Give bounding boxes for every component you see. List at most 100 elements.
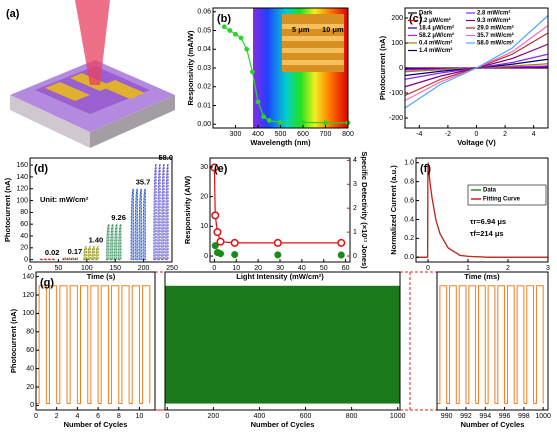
panel-label: (a) [6,8,20,20]
legend-label: 9.3 mW/cm² [477,17,510,24]
data-point [266,118,272,123]
x-tick-label: 0 [28,265,32,272]
data-point [337,238,346,247]
x-tick-label: 800 [346,413,358,420]
pulse [66,257,70,261]
x-tick-label: 0 [212,265,216,272]
pulse [56,285,68,405]
pulse [98,285,109,405]
pulse [494,285,506,405]
plot-frame [209,157,351,263]
x-tick-label: 50 [320,265,328,272]
x-tick-label: 2 [503,131,507,138]
y-tick-label: 60 [26,347,34,354]
panel-label: (e) [214,163,228,175]
data-point [221,24,227,30]
plot-frame [436,271,549,411]
pulse [51,258,55,261]
x-tick-label: 600 [300,413,312,420]
y2-tick-label: 3 [353,181,357,188]
y-tick-label: 80 [26,329,34,336]
data-point [249,69,255,75]
legend-label: 35.7 mW/cm² [477,32,514,39]
annotation: Unit: mW/cm² [40,195,89,204]
pulse [157,163,161,261]
x-tick-label: 990 [441,413,453,420]
pulse [67,285,78,405]
y-tick-label: 140 [22,273,34,280]
x-tick-label: 1000 [535,413,551,420]
pulse [504,285,515,405]
y-tick-label: 0.2 [404,235,414,242]
pulse [153,163,157,261]
annotation: 10 μm [322,25,344,34]
data-point [278,119,283,125]
y-tick-label: 0.03 [197,65,211,72]
data-point [233,31,238,37]
x-tick-label: 300 [230,131,242,138]
pulse [36,285,47,405]
y-tick-label: 1.0 [404,160,414,167]
data-point [216,237,225,246]
pulse [161,163,165,261]
data-point [210,163,219,172]
data-point [273,238,282,247]
pulse-label: 0.02 [45,248,60,257]
data-point [238,35,244,41]
y2-tick-label: 0 [353,253,357,260]
y-tick-label: 0.6 [404,197,414,204]
y-tick-label: 200 [391,15,403,22]
x-tick-label: 3 [546,265,550,272]
y-tick-label: 0.02 [197,84,211,91]
pulse [95,246,99,261]
data-point [323,120,328,126]
panel-label: (b) [217,13,231,25]
pulse [114,223,118,261]
x-tick-label: 4 [75,413,79,420]
y-tick-label: 100 [16,197,28,204]
y-tick-label: 80 [20,209,28,216]
x-tick-label: 0 [165,413,169,420]
pulse [118,223,122,261]
pulse [134,188,138,261]
data-line [416,162,548,258]
panel-label: (d) [34,163,48,175]
annotation: τf=214 μs [470,229,504,238]
x-tick-label: 800 [342,131,354,138]
pulse-label: 35.7 [136,178,151,187]
pulse [130,188,134,261]
data-point [216,250,225,258]
pulse-label: 1.40 [89,236,104,245]
y-tick-label: 100 [391,40,403,47]
y-axis-label: Responsivity (mA/W) [186,30,195,106]
x-tick-label: 10 [232,265,240,272]
panel-label: (g) [40,277,54,289]
x-tick-label: 50 [55,265,63,272]
y-tick-label: 20 [20,245,28,252]
plot-frame [35,271,156,411]
y-tick-label: 0.00 [197,121,211,128]
legend-label: 29.0 mW/cm² [477,25,514,32]
pulse [485,285,496,405]
y-axis-label: Responsivity (A/W) [183,175,192,244]
panel-label: (c) [409,13,423,25]
pulse [533,285,544,405]
x-axis-label: Number of Cycles [461,420,525,429]
data-point [211,211,220,220]
x-tick-label: 500 [275,131,287,138]
x-tick-label: 992 [460,413,472,420]
data-point [261,114,267,120]
plot-frame [415,157,549,263]
pulse [87,285,99,405]
y-tick-label: 0 [30,402,34,409]
pulse [142,188,146,261]
x-tick-label: 10 [136,413,144,420]
y-tick-label: 0.04 [197,46,211,53]
y2-tick-label: 2 [353,205,357,212]
annotation: τr=6.94 μs [470,217,506,226]
legend-label: 0.4 mW/cm² [419,40,452,47]
schematic [10,0,175,148]
data-band [165,285,400,404]
pulse [39,258,43,261]
y-tick-label: 40 [20,233,28,240]
